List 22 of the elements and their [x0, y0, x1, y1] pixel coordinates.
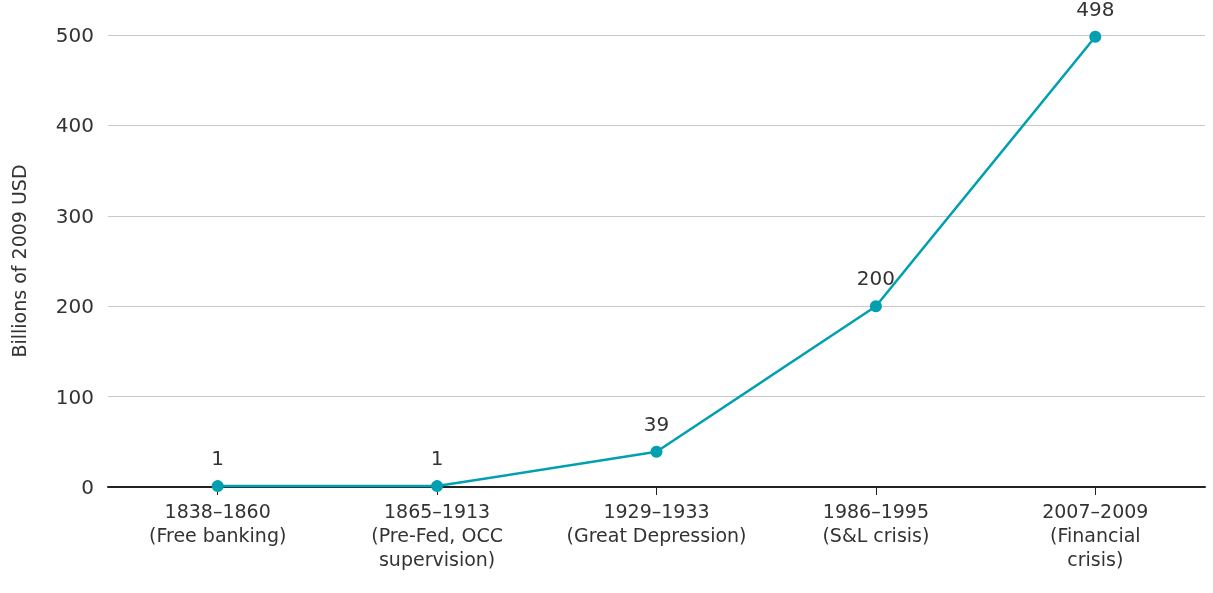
y-tick-label: 500 [55, 23, 94, 47]
data-label: 1 [430, 446, 444, 471]
data-label: 498 [1076, 0, 1115, 21]
point [869, 300, 882, 313]
x-tick-label: 2007–2009 (Financial crisis) [1042, 500, 1149, 570]
x-tick-label: 1838–1860 (Free banking) [149, 500, 287, 546]
point [211, 480, 224, 493]
data-label: 1 [211, 446, 225, 471]
point [1089, 30, 1102, 43]
y-tick-label: 0 [81, 475, 94, 499]
y-tick-label: 300 [55, 203, 94, 228]
point [431, 480, 444, 493]
data-label: 200 [856, 266, 895, 291]
x-tick-label: 1986–1995 (S&L crisis) [822, 500, 930, 546]
x-tick-label: 1865–1913 (Pre-Fed, OCC supervision) [371, 500, 503, 570]
y-tick-label: 200 [55, 294, 94, 319]
data-label: 39 [643, 411, 670, 436]
y-tick-label: 400 [55, 113, 94, 138]
y-axis-title: Billions of 2009 USD [7, 164, 30, 358]
x-tick-label: 1929–1933 (Great Depression) [566, 500, 747, 546]
point [650, 445, 663, 458]
y-tick-label: 100 [55, 384, 94, 409]
